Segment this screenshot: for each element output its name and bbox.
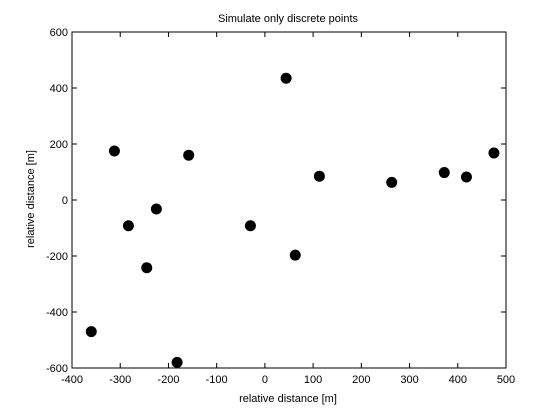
plot-area: -400 -300 -200 -100 0 100 200 300 400 500 -600-40…: [46, 27, 515, 386]
y-tick-label: -200: [46, 251, 68, 263]
data-point: [141, 262, 153, 274]
chart-title: Simulate only discrete points: [218, 13, 359, 25]
data-point: [289, 249, 301, 261]
data-point: [85, 326, 97, 338]
x-tick-label: -100: [206, 374, 228, 386]
data-point: [244, 220, 256, 232]
data-point: [438, 167, 450, 179]
data-point: [171, 356, 183, 368]
data-point: [313, 170, 325, 182]
data-point: [386, 176, 398, 188]
data-point: [183, 149, 195, 161]
y-tick-label: -600: [46, 363, 68, 375]
x-tick-label: 300: [400, 374, 418, 386]
y-tick-label: 200: [50, 139, 68, 151]
x-tick-label: -200: [157, 374, 179, 386]
y-axis: -600 -400 -200 0 200 400 600: [46, 27, 506, 375]
data-series: [85, 72, 500, 368]
x-tick-label: 200: [352, 374, 370, 386]
data-point: [488, 147, 500, 159]
x-tick-label: 500: [497, 374, 515, 386]
y-tick-label: 0: [62, 195, 68, 207]
data-point: [280, 72, 292, 84]
x-tick-label: -300: [109, 374, 131, 386]
data-point: [122, 220, 134, 232]
y-tick-label: 600: [50, 27, 68, 39]
x-tick-label: 400: [449, 374, 467, 386]
x-axis: -400 -300 -200 -100 0 100 200 300 400 500: [61, 32, 515, 386]
y-tick-label: -400: [46, 307, 68, 319]
data-point: [150, 203, 162, 215]
x-tick-label: 0: [262, 374, 268, 386]
x-tick-label: 100: [304, 374, 322, 386]
data-point: [108, 145, 120, 157]
data-point: [460, 171, 472, 183]
x-axis-label: relative distance [m]: [239, 393, 337, 405]
x-tick-label: -400: [61, 374, 83, 386]
y-tick-label: 400: [50, 83, 68, 95]
y-axis-label: relative distance [m]: [25, 150, 37, 248]
